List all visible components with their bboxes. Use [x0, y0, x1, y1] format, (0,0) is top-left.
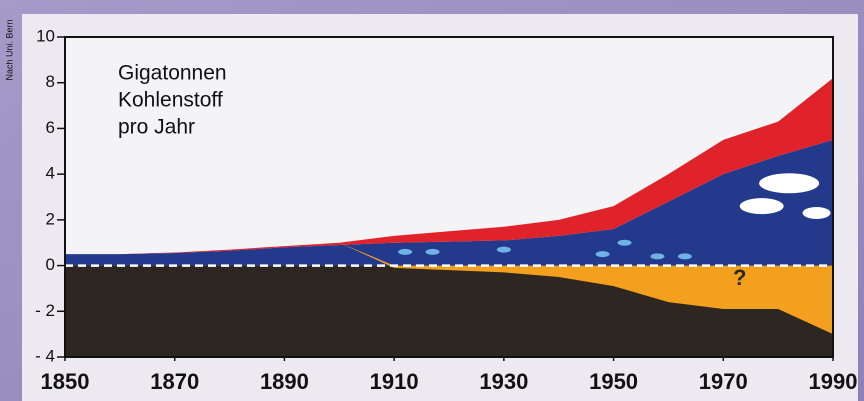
- fish: [650, 253, 664, 259]
- y-tick-label: 2: [46, 209, 55, 228]
- x-tick-label: 1970: [699, 369, 748, 394]
- x-tick-label: 1950: [589, 369, 638, 394]
- fish: [426, 249, 440, 255]
- y-tick-label: 10: [36, 26, 55, 45]
- x-tick-label: 1990: [809, 369, 858, 394]
- annotation: Gigatonnen: [118, 62, 227, 85]
- y-tick-label: 8: [46, 72, 55, 91]
- fish: [398, 249, 412, 255]
- fish: [596, 251, 610, 257]
- fish: [618, 240, 632, 246]
- cloud: [759, 173, 819, 193]
- fish: [497, 247, 511, 253]
- x-tick-label: 1850: [41, 369, 90, 394]
- annotation: Kohlenstoff: [118, 89, 223, 112]
- x-tick-label: 1890: [260, 369, 309, 394]
- x-tick-label: 1870: [150, 369, 199, 394]
- y-tick-label: 0: [46, 255, 55, 274]
- marker: ?: [733, 265, 746, 290]
- cloud: [803, 207, 831, 219]
- y-tick-label: - 4: [35, 346, 55, 365]
- annotation: pro Jahr: [118, 116, 195, 139]
- source: Nach Uni. Bern: [4, 19, 14, 80]
- x-tick-label: 1930: [479, 369, 528, 394]
- y-tick-label: 6: [46, 118, 55, 137]
- fish: [678, 253, 692, 259]
- cloud: [740, 198, 784, 214]
- x-tick-label: 1910: [370, 369, 419, 394]
- y-tick-label: - 2: [35, 301, 55, 320]
- chart: Nach Uni. Bern - 4 - 2 0 2 4 6 8 10 1850 1870 1890…: [0, 0, 864, 401]
- y-tick-label: 4: [46, 164, 55, 183]
